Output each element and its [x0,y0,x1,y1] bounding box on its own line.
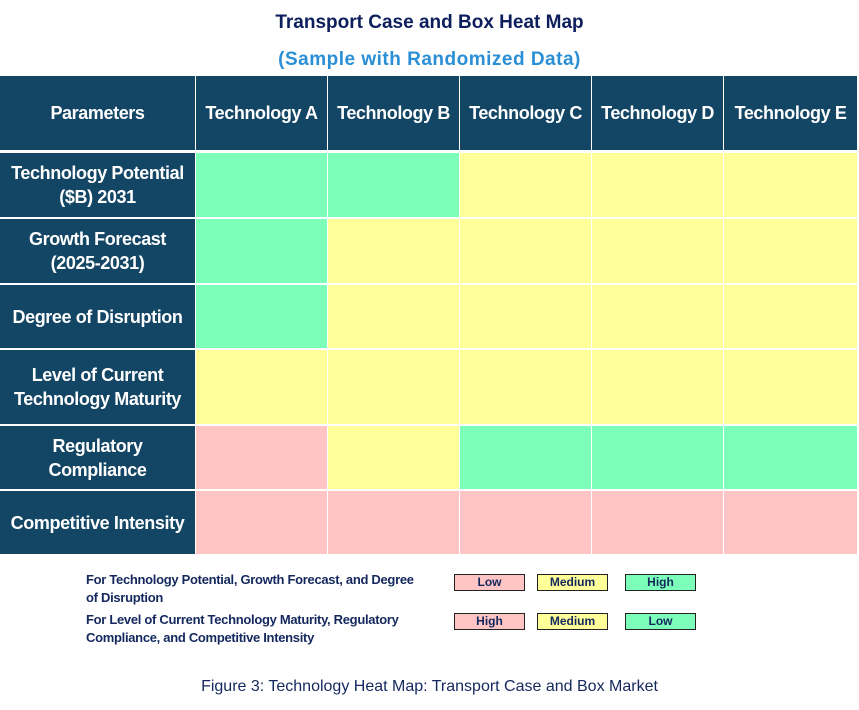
heatmap-cell [724,350,857,424]
legend-swatch: Low [625,613,696,630]
heatmap-cell [328,350,459,424]
header-column: Technology D [592,76,723,150]
legend-swatch: Medium [537,574,608,591]
chart-subtitle: (Sample with Randomized Data) [278,49,581,70]
row-label: Regulatory Compliance [0,426,195,489]
heatmap-cell [328,153,459,217]
heatmap-cell [460,350,591,424]
row-label: Growth Forecast (2025-2031) [0,219,195,283]
heatmap-cell [592,350,723,424]
heatmap-cell [724,491,857,554]
header-column: Technology C [460,76,591,150]
legend-swatch: High [625,574,696,591]
heatmap-cell [196,350,327,424]
heatmap-cell [592,491,723,554]
legend-scale-1-text: For Technology Potential, Growth Forecas… [86,572,414,605]
heatmap-cell [592,426,723,489]
header-parameters: Parameters [0,76,195,150]
heatmap-cell [724,285,857,348]
heatmap-cell [328,285,459,348]
heatmap-cell [592,285,723,348]
row-label: Degree of Disruption [0,285,195,348]
header-column: Technology E [724,76,857,150]
row-label: Level of Current Technology Maturity [0,350,195,424]
heatmap-cell [460,426,591,489]
row-label: Competitive Intensity [0,491,195,554]
legend-swatch: Medium [537,613,608,630]
header-column: Technology A [196,76,327,150]
heatmap-cell [460,153,591,217]
heatmap-cell [196,426,327,489]
chart-title: Transport Case and Box Heat Map [275,12,584,33]
heatmap-cell [196,285,327,348]
heatmap-cell [460,285,591,348]
heatmap-cell [592,153,723,217]
heatmap-cell [328,426,459,489]
heatmap-cell [460,219,591,283]
heatmap-cell [592,219,723,283]
heatmap-cell [724,153,857,217]
heatmap-cell [196,153,327,217]
heatmap-cell [460,491,591,554]
header-column: Technology B [328,76,459,150]
legend-scale-2-text: For Level of Current Technology Maturity… [86,612,399,645]
legend-swatch: High [454,613,525,630]
heatmap-cell [724,219,857,283]
legend-swatch: Low [454,574,525,591]
heatmap-cell [328,219,459,283]
heatmap-cell [196,491,327,554]
figure-caption: Figure 3: Technology Heat Map: Transport… [201,678,658,695]
heatmap-cell [196,219,327,283]
heatmap-cell [724,426,857,489]
heatmap-cell [328,491,459,554]
row-label: Technology Potential ($B) 2031 [0,153,195,217]
